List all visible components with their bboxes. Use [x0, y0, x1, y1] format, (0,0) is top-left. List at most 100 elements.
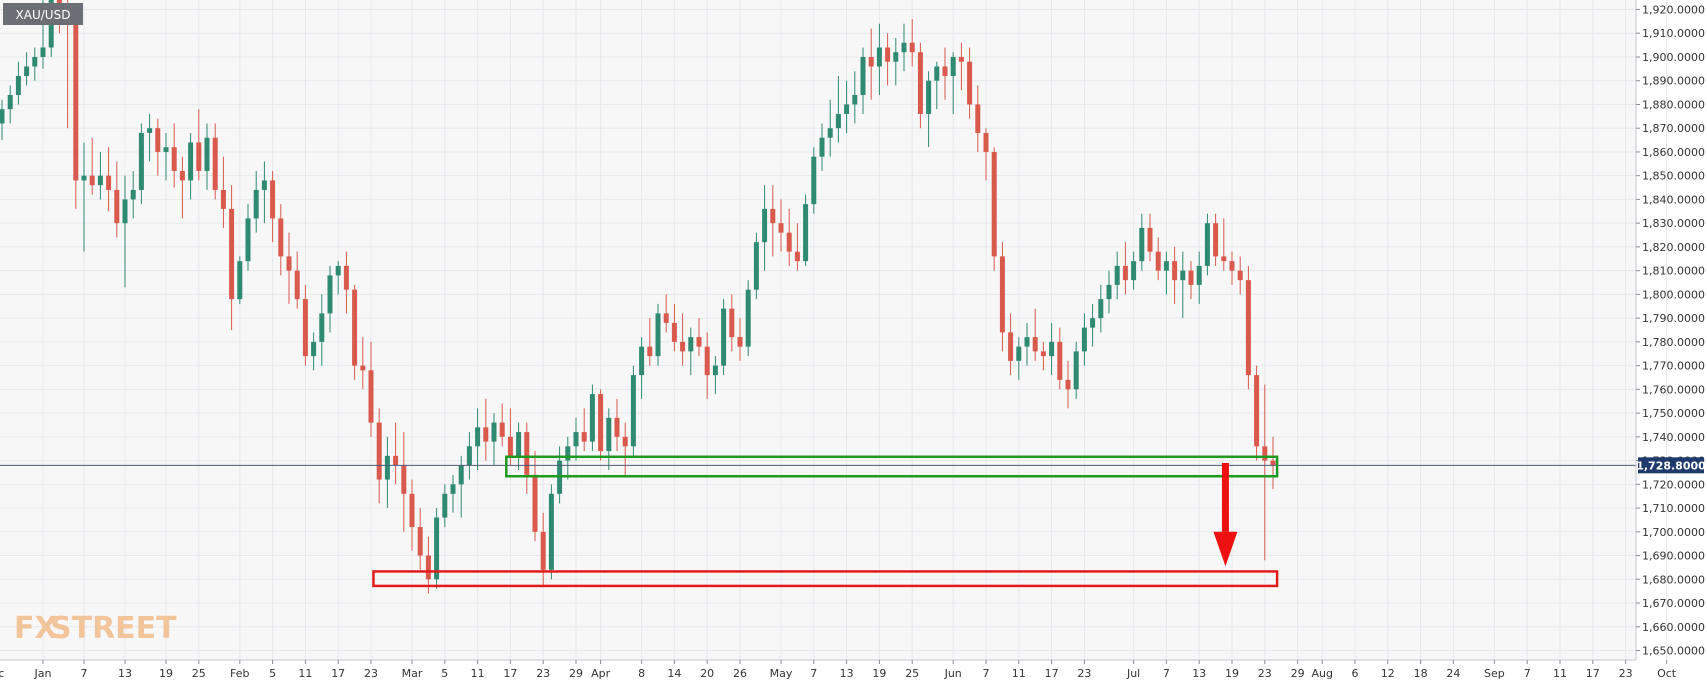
candle-body [1081, 327, 1087, 352]
candle-body [991, 151, 997, 257]
candle-body [261, 180, 267, 190]
candle-body [926, 80, 932, 114]
x-tick-label: 26 [733, 667, 747, 680]
candle [450, 474, 456, 513]
candle [196, 109, 202, 181]
candle [1172, 246, 1178, 304]
candle [819, 123, 825, 171]
candle-body [384, 455, 390, 480]
candle-body [425, 555, 431, 580]
candle-body [1262, 446, 1268, 461]
symbol-label: XAU/USD [3, 3, 83, 25]
y-tick-label: 1,790.0000 [1642, 312, 1705, 325]
candle [1131, 251, 1137, 290]
candle [0, 99, 5, 141]
candle [1114, 251, 1120, 300]
candle-body [434, 517, 440, 580]
candle-body [483, 427, 489, 442]
x-tick-label: 23 [1077, 667, 1091, 680]
candle-body [1172, 261, 1178, 281]
y-axis-ticks: 1,920.0000 1,910.0000 1,900.0000 1,890.0000… [1636, 3, 1705, 658]
candle [1139, 213, 1145, 271]
down-arrow-icon [1213, 462, 1238, 567]
candle [1262, 384, 1268, 561]
candle [360, 337, 366, 390]
x-tick-label: 11 [1553, 667, 1567, 680]
candle-body [983, 132, 989, 152]
candle [434, 508, 440, 589]
y-tick-label: 1,890.0000 [1642, 75, 1705, 88]
watermark-street: STREET [50, 611, 177, 646]
candle [1032, 308, 1038, 361]
candle [770, 185, 776, 257]
candle-body [680, 341, 686, 352]
candle-body [540, 531, 546, 570]
candle-body [458, 465, 464, 485]
candle-body [860, 56, 866, 95]
candle [1221, 218, 1227, 271]
candle [1188, 261, 1194, 300]
candle [7, 85, 13, 124]
x-tick-label: 23 [1619, 667, 1633, 680]
candle [130, 170, 136, 219]
x-tick-label: 17 [503, 667, 517, 680]
candle-body [376, 422, 382, 480]
candle-body [868, 56, 874, 67]
candle-body [343, 265, 349, 290]
candle [1245, 265, 1251, 390]
y-tick-label: 1,900.0000 [1642, 51, 1705, 64]
candle-body [368, 370, 374, 423]
candle-body [532, 474, 538, 532]
y-tick-label: 1,750.0000 [1642, 407, 1705, 420]
candle [466, 432, 472, 480]
candle [114, 161, 120, 238]
candle [1213, 213, 1219, 266]
candle-body [245, 218, 251, 262]
candle [524, 422, 530, 494]
candle [680, 313, 686, 366]
candle [483, 398, 489, 461]
x-tick-label: 19 [872, 667, 886, 680]
candle [573, 417, 579, 461]
candle-body [696, 337, 702, 347]
y-tick-label: 1,760.0000 [1642, 383, 1705, 396]
candle-body [171, 147, 177, 171]
candle [909, 18, 915, 67]
x-tick-label: 11 [298, 667, 312, 680]
candle [475, 408, 481, 471]
candle [327, 265, 333, 333]
candle-body [565, 446, 571, 461]
candle-body [237, 261, 243, 300]
candle-body [81, 175, 87, 181]
candle [245, 204, 251, 271]
candle [753, 232, 759, 300]
candle-body [1196, 265, 1202, 285]
y-tick-label: 1,710.0000 [1642, 502, 1705, 515]
y-tick-label: 1,870.0000 [1642, 122, 1705, 135]
candle-body [630, 375, 636, 447]
candle [1106, 270, 1112, 314]
candle-body [466, 446, 472, 466]
candle [745, 280, 751, 357]
candle [1270, 436, 1276, 490]
candle [606, 408, 612, 471]
y-tick-label: 1,700.0000 [1642, 526, 1705, 539]
candle [73, 14, 79, 209]
candle [261, 161, 267, 224]
candle-body [40, 47, 46, 57]
candle-body [188, 142, 194, 181]
candle-body [1008, 332, 1014, 361]
candle-body [975, 104, 981, 133]
x-tick-label: 13 [1192, 667, 1206, 680]
candle-body [393, 455, 399, 466]
candle [729, 294, 735, 352]
candle-body [114, 189, 120, 224]
candle-body [122, 199, 128, 224]
candle-body [606, 417, 612, 452]
candle [565, 436, 571, 480]
candle-body [721, 308, 727, 366]
x-tick-label: 7 [81, 667, 88, 680]
x-tick-label: 23 [364, 667, 378, 680]
price-tag-text: 1,728.8000 [1636, 459, 1706, 472]
